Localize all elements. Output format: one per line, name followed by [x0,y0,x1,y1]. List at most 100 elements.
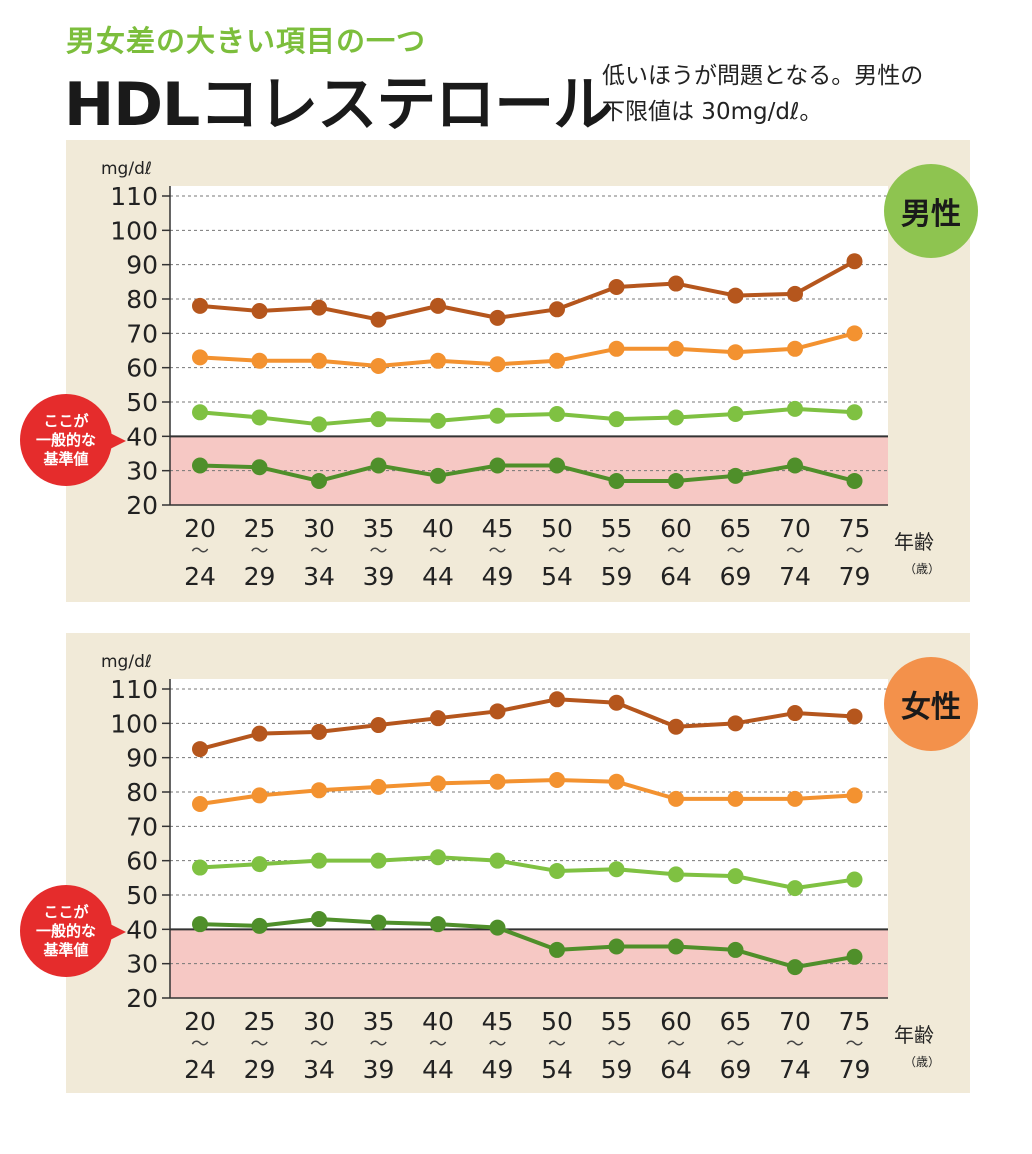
x-tick-range-mark: 〜 [667,541,685,562]
standard-label-line: 一般的な [35,921,96,940]
x-tick-label: 50 [541,514,573,543]
x-tick-label: 64 [660,562,692,591]
x-tick-label: 34 [303,562,335,591]
data-point [430,467,446,484]
x-tick-range-mark: 〜 [370,541,388,562]
x-tick-range-mark: 〜 [429,541,447,562]
x-tick-label: 39 [363,1055,395,1084]
data-point [608,694,625,711]
y-axis-label: mg/dℓ [101,652,152,672]
data-point [549,941,565,958]
data-point [727,941,744,958]
x-tick-label: 50 [541,1007,573,1036]
x-tick-label: 45 [482,514,514,543]
data-point [846,472,863,489]
data-point [549,771,565,788]
data-point [370,778,387,795]
data-point [430,412,446,429]
x-tick-range-mark: 〜 [251,1034,269,1055]
data-point [251,917,268,934]
x-tick-label: 75 [839,514,871,543]
x-tick-label: 74 [779,562,811,591]
data-point [787,400,803,417]
y-tick-label: 30 [126,457,158,486]
x-tick-range-mark: 〜 [608,1034,626,1055]
x-tick-label: 30 [303,514,335,543]
page-title: HDLコレステロール [64,70,613,140]
x-axis-label: 年齢 [894,530,934,554]
x-tick-label: 69 [720,562,752,591]
x-tick-label: 20 [184,514,216,543]
series-line-orange [199,331,856,368]
data-point [549,862,565,879]
data-point [430,849,446,866]
x-tick-label: 20 [184,1007,216,1036]
data-point [192,349,208,366]
data-point [787,340,803,357]
series-line-dark_orange [199,697,855,752]
data-point [251,352,268,369]
x-tick-range-mark: 〜 [608,541,626,562]
men-badge: 男性 [884,164,978,258]
x-tick-label: 65 [720,514,752,543]
x-tick-range-mark: 〜 [727,541,745,562]
x-tick-label: 29 [244,562,276,591]
series-line-dark_orange [199,259,856,322]
data-point [192,741,208,758]
data-point [787,880,803,897]
data-point [549,457,565,474]
x-tick-label: 39 [363,562,395,591]
y-tick-label: 20 [126,984,158,1013]
data-point [489,852,506,869]
data-point [727,715,744,732]
data-point [608,773,625,790]
data-point [370,457,387,474]
data-point [846,404,863,421]
x-tick-label: 24 [184,562,216,591]
x-tick-label: 79 [839,562,871,591]
data-point [727,287,744,304]
x-tick-label: 34 [303,1055,335,1084]
x-tick-range-mark: 〜 [846,541,864,562]
data-point [251,459,268,476]
data-point [192,404,208,421]
data-point [668,718,684,735]
data-point [608,861,625,878]
data-point [251,409,268,426]
data-point [549,352,565,369]
standard-label-line: 一般的な [35,430,96,449]
data-point [549,691,565,708]
data-point [787,457,803,474]
x-tick-label: 25 [244,514,276,543]
data-point [311,782,327,799]
men-chart-panel: 20 30 40 50 60 70 80 90 100 110 mg/dℓ 20 〜 24 25 〜 29 30 〜… [66,140,978,602]
data-point [668,409,684,426]
data-point [370,914,387,931]
data-point [192,297,208,314]
x-tick-label: 55 [601,1007,633,1036]
x-tick-range-mark: 〜 [846,1034,864,1055]
data-point [668,866,684,883]
data-point [251,303,268,320]
standard-label-line: 基準値 [43,449,89,468]
series-line-orange [199,777,855,806]
y-tick-label: 80 [126,778,158,807]
x-tick-label: 40 [422,514,454,543]
data-point [608,278,625,295]
description: 低いほうが問題となる。男性の 下限値は 30mg/dℓ。 [602,58,1002,130]
data-point [251,725,268,742]
data-point [370,311,387,328]
x-axis-unit: （歳） [904,562,940,576]
x-tick-label: 64 [660,1055,692,1084]
x-tick-label: 75 [839,1007,871,1036]
data-point [727,344,744,361]
data-point [311,416,327,433]
y-tick-label: 60 [126,847,158,876]
x-tick-label: 69 [720,1055,752,1084]
data-point [846,253,863,270]
data-point [370,357,387,374]
x-tick-label: 65 [720,1007,752,1036]
x-tick-range-mark: 〜 [429,1034,447,1055]
data-point [251,787,268,804]
data-point [846,948,863,965]
